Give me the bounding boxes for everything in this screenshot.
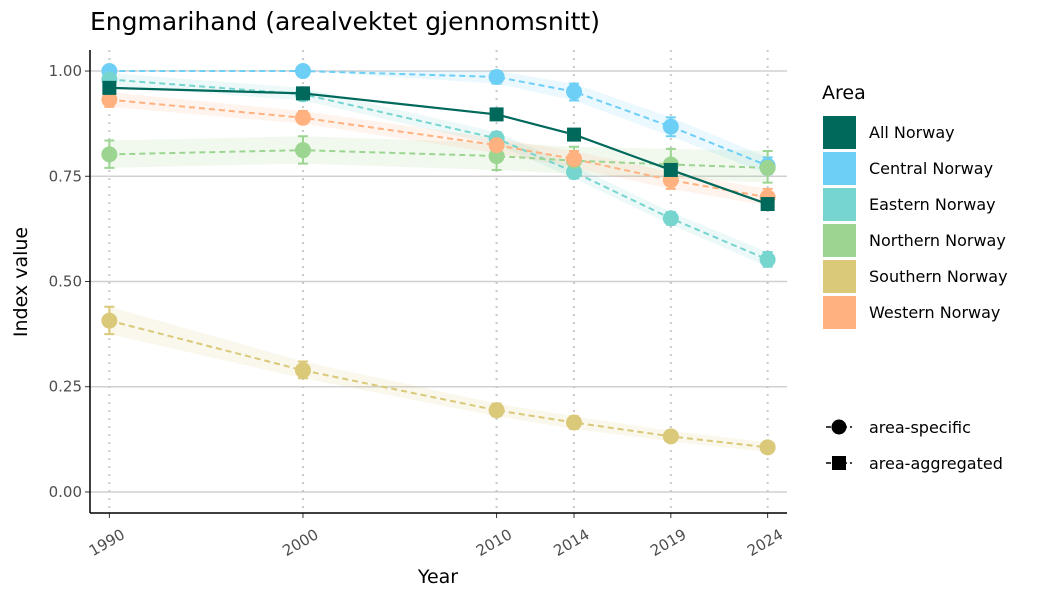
- point-all-norway: [296, 86, 310, 100]
- point-central-norway: [489, 69, 505, 85]
- point-western-norway: [489, 137, 505, 153]
- point-eastern-norway: [663, 210, 679, 226]
- legend-label-eastern-norway: Eastern Norway: [869, 195, 996, 214]
- point-southern-norway: [295, 362, 311, 378]
- point-central-norway: [295, 63, 311, 79]
- y-tick-label: 0.75: [49, 167, 82, 185]
- point-northern-norway: [295, 142, 311, 158]
- x-axis-label: Year: [417, 566, 458, 588]
- y-tick-label: 0.00: [49, 483, 82, 501]
- legend-label-northern-norway: Northern Norway: [869, 231, 1006, 250]
- legend-swatch-southern-norway: [823, 260, 856, 293]
- legend: Area All Norway Central Norway Eastern Nor…: [822, 82, 1008, 473]
- y-axis-label: Index value: [10, 227, 32, 337]
- legend-title: Area: [822, 82, 866, 104]
- legend-swatch-central-norway: [823, 152, 856, 185]
- legend-label-western-norway: Western Norway: [869, 303, 1000, 322]
- point-southern-norway: [101, 313, 117, 329]
- y-tick-label: 0.25: [49, 378, 82, 396]
- point-southern-norway: [663, 428, 679, 444]
- legend-square-marker: [832, 456, 846, 470]
- legend-circle-marker: [832, 420, 847, 435]
- legend-label-area-specific: area-specific: [869, 418, 971, 437]
- point-southern-norway: [566, 415, 582, 431]
- x-tick-label: 2024: [744, 525, 786, 560]
- point-western-norway: [295, 110, 311, 126]
- point-southern-norway: [489, 402, 505, 418]
- legend-swatch-western-norway: [823, 296, 856, 329]
- y-tick-label: 1.00: [49, 62, 82, 80]
- point-northern-norway: [760, 160, 776, 176]
- point-all-norway: [567, 128, 581, 142]
- chart-title: Engmarihand (arealvektet gjennomsnitt): [90, 7, 600, 36]
- legend-swatch-northern-norway: [823, 224, 856, 257]
- point-all-norway: [102, 81, 116, 95]
- x-tick-label: 2019: [647, 525, 689, 560]
- x-tick-label: 2000: [279, 525, 321, 560]
- point-northern-norway: [101, 146, 117, 162]
- point-eastern-norway: [760, 252, 776, 268]
- point-central-norway: [663, 119, 679, 135]
- x-tick-label: 2010: [473, 525, 515, 560]
- legend-swatch-all-norway: [823, 116, 856, 149]
- legend-label-all-norway: All Norway: [869, 123, 955, 142]
- legend-label-central-norway: Central Norway: [869, 159, 993, 178]
- x-tick-label: 2014: [550, 525, 592, 560]
- point-all-norway: [761, 197, 775, 211]
- point-all-norway: [490, 107, 504, 121]
- legend-label-area-aggregated: area-aggregated: [869, 454, 1003, 473]
- legend-label-southern-norway: Southern Norway: [869, 267, 1008, 286]
- point-central-norway: [566, 84, 582, 100]
- x-tick-label: 1990: [86, 525, 128, 560]
- legend-swatch-eastern-norway: [823, 188, 856, 221]
- y-tick-label: 0.50: [49, 273, 82, 291]
- point-southern-norway: [760, 439, 776, 455]
- point-western-norway: [566, 151, 582, 167]
- plot-area: 0.00 0.25 0.50 0.75 1.00 1990 2000 2010 2014 2019…: [49, 50, 787, 560]
- point-all-norway: [664, 163, 678, 177]
